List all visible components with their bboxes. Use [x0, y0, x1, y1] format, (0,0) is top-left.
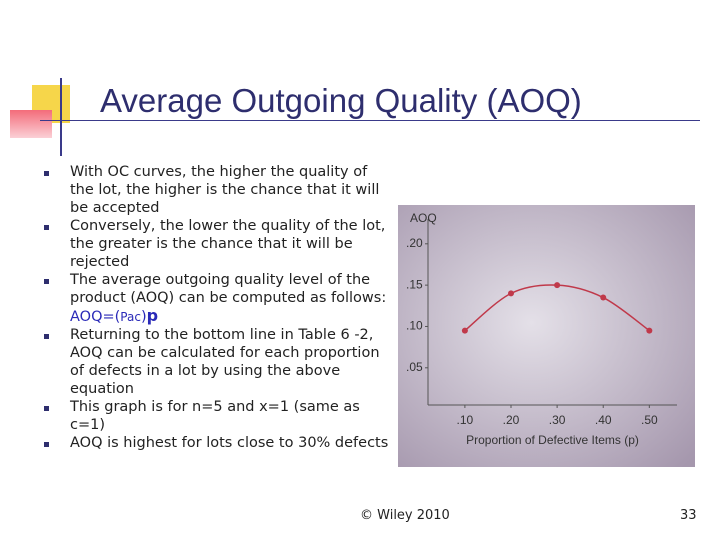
y-tick-label: .20: [406, 236, 423, 250]
formula: AOQ=(Pac)p: [70, 306, 159, 326]
aoq-point: [646, 327, 653, 334]
bullet: The average outgoing quality level of th…: [40, 271, 390, 326]
x-tick-label: .30: [549, 413, 566, 427]
aoq-point: [508, 290, 514, 297]
formula-part: p: [146, 306, 159, 325]
formula-part: ): [140, 309, 147, 325]
aoq-point: [554, 282, 561, 289]
deco-pink: [10, 110, 52, 138]
chart-background: [398, 205, 695, 467]
deco-vline: [60, 78, 62, 156]
formula-part: Pac: [120, 310, 141, 324]
x-tick-label: .40: [595, 413, 612, 427]
bullet: Returning to the bottom line in Table 6 …: [40, 326, 390, 398]
aoq-point: [461, 327, 468, 334]
slide-title: Average Outgoing Quality (AOQ): [100, 82, 582, 119]
y-tick-label: .05: [406, 360, 423, 374]
bullet: With OC curves, the higher the quality o…: [40, 163, 390, 217]
bullet-text: The average outgoing quality level of th…: [70, 272, 387, 306]
y-axis-label: AOQ: [410, 211, 437, 225]
deco-hline: [40, 120, 700, 121]
x-tick-label: .20: [503, 413, 520, 427]
x-tick-label: .10: [457, 413, 474, 427]
y-tick-label: .15: [406, 277, 423, 291]
y-tick-label: .10: [406, 319, 423, 333]
x-axis-label: Proportion of Defective Items (p): [466, 433, 639, 447]
formula-part: AOQ=(: [70, 309, 121, 325]
page-number: 33: [680, 508, 697, 523]
aoq-point: [600, 294, 607, 301]
x-tick-label: .50: [641, 413, 658, 427]
bullet: This graph is for n=5 and x=1 (same as c…: [40, 398, 390, 434]
bullet-list: With OC curves, the higher the quality o…: [40, 163, 390, 452]
bullet: Conversely, the lower the quality of the…: [40, 217, 390, 271]
bullet: AOQ is highest for lots close to 30% def…: [40, 434, 390, 452]
chart: AOQ .05 .10 .15 .20 .10 .20 .30 .40 .50Proportion…: [398, 205, 695, 467]
footer: © Wiley 2010: [360, 508, 450, 523]
